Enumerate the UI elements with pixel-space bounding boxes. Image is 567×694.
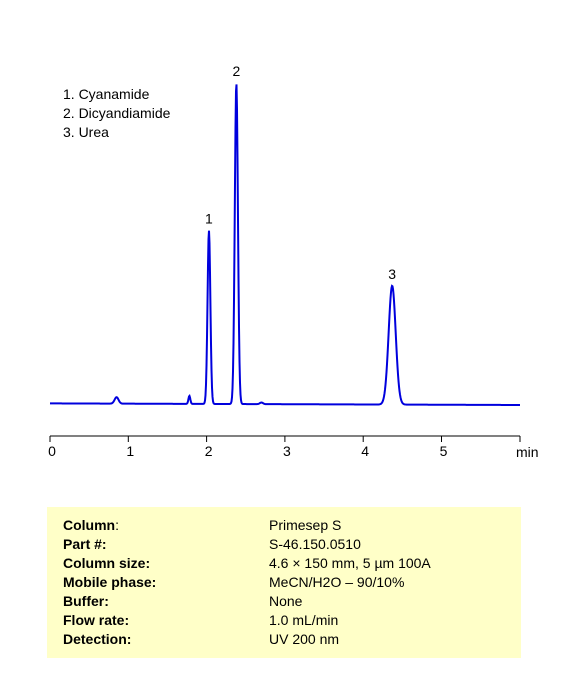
x-tick-label-3: 3 [283,443,291,459]
condition-value: S-46.150.0510 [269,536,361,552]
x-axis-ticks: 0 1 2 3 4 5 [48,436,521,459]
peak-labels: 1 2 3 [205,63,396,282]
chromatogram-chart: 0 1 2 3 4 5 min 1 2 3 [48,63,539,460]
peak-label-2: 2 [232,63,240,79]
condition-value: None [269,593,303,609]
legend-item-1: 1. Cyanamide [63,86,150,102]
x-tick-label-2: 2 [205,443,213,459]
x-tick-label-0: 0 [48,443,56,459]
x-tick-label-5: 5 [440,443,448,459]
condition-value: UV 200 nm [269,631,340,647]
condition-value: MeCN/H2O – 90/10% [269,574,405,590]
conditions-panel: Column: Primesep S Part #: S-46.150.0510… [47,507,521,658]
legend-item-2: 2. Dicyandiamide [63,105,171,121]
compound-legend: 1. Cyanamide 2. Dicyandiamide 3. Urea [63,85,170,142]
condition-value: 1.0 mL/min [269,612,339,628]
condition-label: Column size: [63,555,151,571]
peak-label-3: 3 [388,266,396,282]
x-tick-label-1: 1 [126,443,134,459]
condition-label: Mobile phase: [63,574,157,590]
condition-label: Buffer: [63,593,109,609]
condition-label: Part #: [63,536,107,552]
condition-value: Primesep S [269,517,342,533]
condition-label: Flow rate: [63,612,130,628]
condition-label: Column [63,517,116,533]
x-tick-label-4: 4 [361,443,369,459]
condition-label: Detection: [63,631,132,647]
condition-separator: : [115,517,119,533]
legend-item-3: 3. Urea [63,124,109,140]
condition-value: 4.6 × 150 mm, 5 µm 100A [269,555,431,571]
peak-label-1: 1 [205,211,213,227]
x-axis-label: min [516,444,539,460]
chromatogram-trace [49,84,520,406]
